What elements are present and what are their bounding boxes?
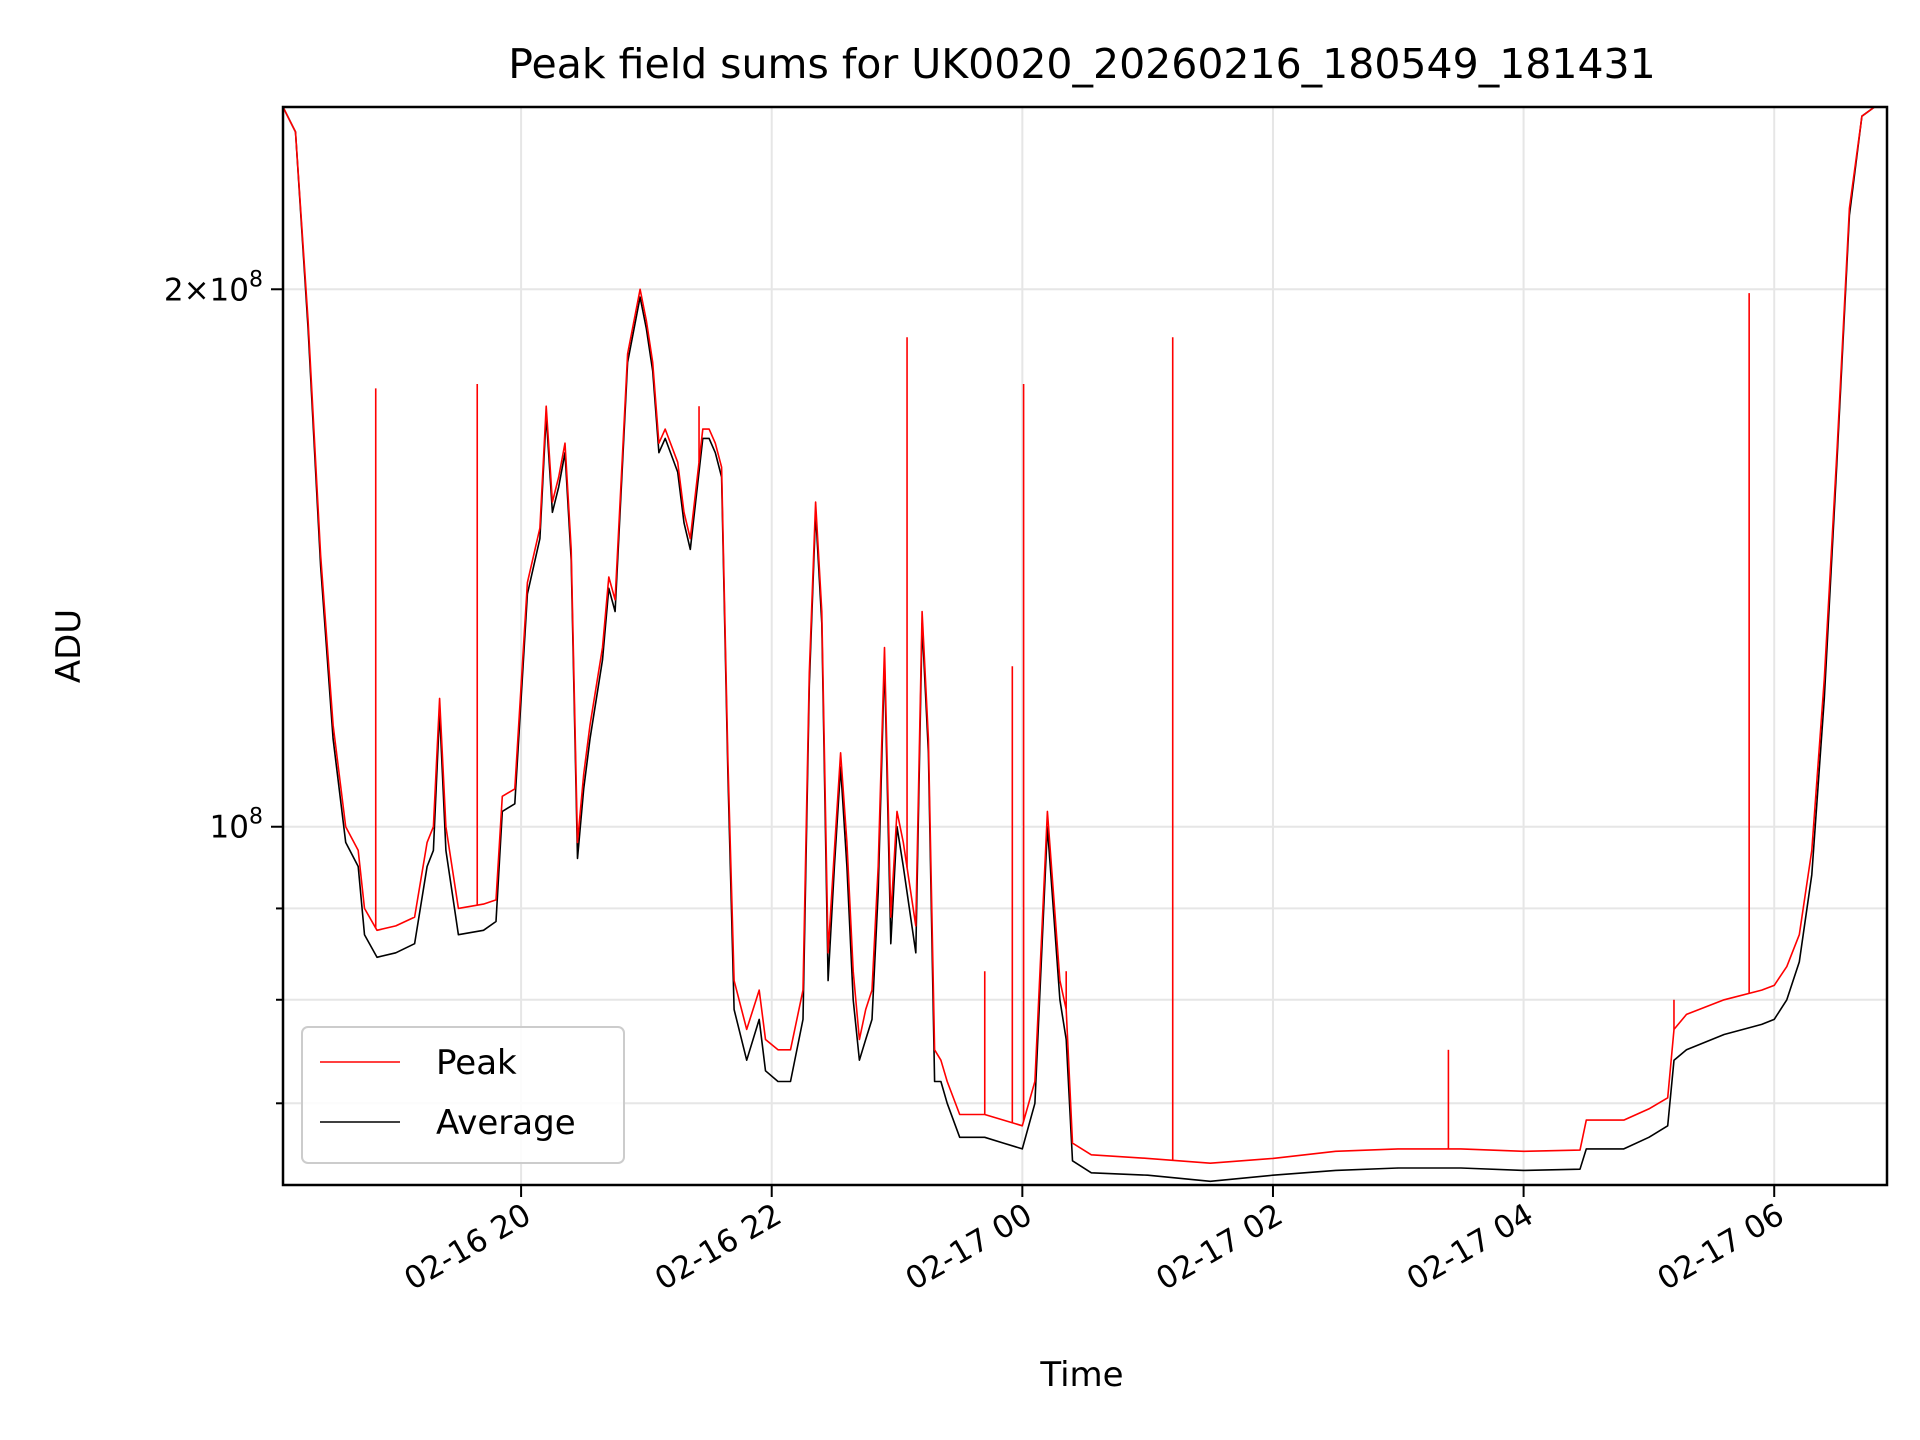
y-tick-label: 2×108	[164, 267, 263, 308]
x-axis-label: Time	[1039, 1355, 1123, 1395]
x-tick-label: 02-17 06	[1652, 1197, 1791, 1298]
legend-label-peak: Peak	[436, 1043, 517, 1083]
series-line-peak	[283, 107, 1875, 1164]
x-tick-label: 02-17 00	[900, 1197, 1039, 1298]
x-tick-label: 02-16 22	[649, 1197, 788, 1298]
x-axis: 02-16 20 02-16 22 02-17 00 02-17 02 02-17 04…	[398, 1185, 1790, 1298]
y-axis-label: ADU	[49, 609, 89, 683]
legend-box	[301, 1026, 625, 1164]
legend-label-average: Average	[436, 1103, 576, 1143]
axes-frame	[281, 105, 1889, 1187]
x-tick-label: 02-17 04	[1401, 1197, 1540, 1298]
chart-title: Peak field sums for UK0020_20260216_1805…	[508, 40, 1655, 88]
y-tick-label: 108	[210, 805, 263, 846]
plot-area	[283, 107, 1875, 1183]
x-tick-label: 02-17 02	[1150, 1197, 1289, 1298]
x-tick-label: 02-16 20	[398, 1197, 537, 1298]
y-axis: 108 2×108	[164, 267, 283, 1105]
legend: Peak Average	[301, 1026, 625, 1164]
